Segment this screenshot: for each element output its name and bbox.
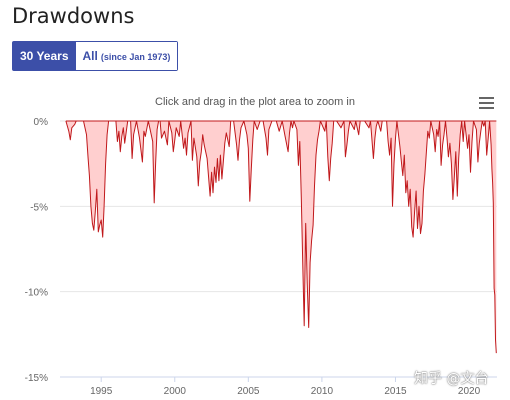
tab-30-years[interactable]: 30 Years: [13, 42, 76, 70]
drawdown-line: [65, 120, 497, 354]
watermark: 知乎 @文台: [414, 371, 489, 387]
grid-lines: [60, 120, 497, 378]
page-title: Drawdowns: [12, 4, 135, 28]
x-tick-label: 2015: [384, 386, 407, 397]
y-tick-label: -5%: [30, 202, 48, 213]
tab-all-label: All: [82, 49, 98, 63]
x-tick-label: 2000: [164, 386, 187, 397]
y-tick-label: 0%: [34, 117, 49, 128]
drawdown-chart[interactable]: 0% -5% -10% -15% 1995 2000 2005 2010 2015 2020: [0, 110, 510, 400]
hamburger-menu-icon[interactable]: [479, 97, 494, 110]
y-axis-labels: 0% -5% -10% -15%: [25, 117, 48, 384]
x-axis-labels: 1995 2000 2005 2010 2015 2020: [90, 377, 481, 397]
zoom-hint: Click and drag in the plot area to zoom …: [155, 96, 355, 108]
x-tick-label: 2005: [237, 386, 260, 397]
x-tick-label: 2020: [458, 386, 481, 397]
x-tick-label: 2010: [311, 386, 334, 397]
y-tick-label: -15%: [25, 373, 48, 384]
tab-all-note: (since Jan 1973): [100, 52, 171, 62]
y-tick-label: -10%: [25, 288, 48, 299]
tab-all[interactable]: All (since Jan 1973): [75, 42, 178, 70]
x-tick-label: 1995: [90, 386, 113, 397]
tab-30-years-label: 30 Years: [20, 49, 69, 63]
drawdown-area: [65, 121, 497, 354]
range-tabs: 30 Years All (since Jan 1973): [12, 41, 179, 71]
